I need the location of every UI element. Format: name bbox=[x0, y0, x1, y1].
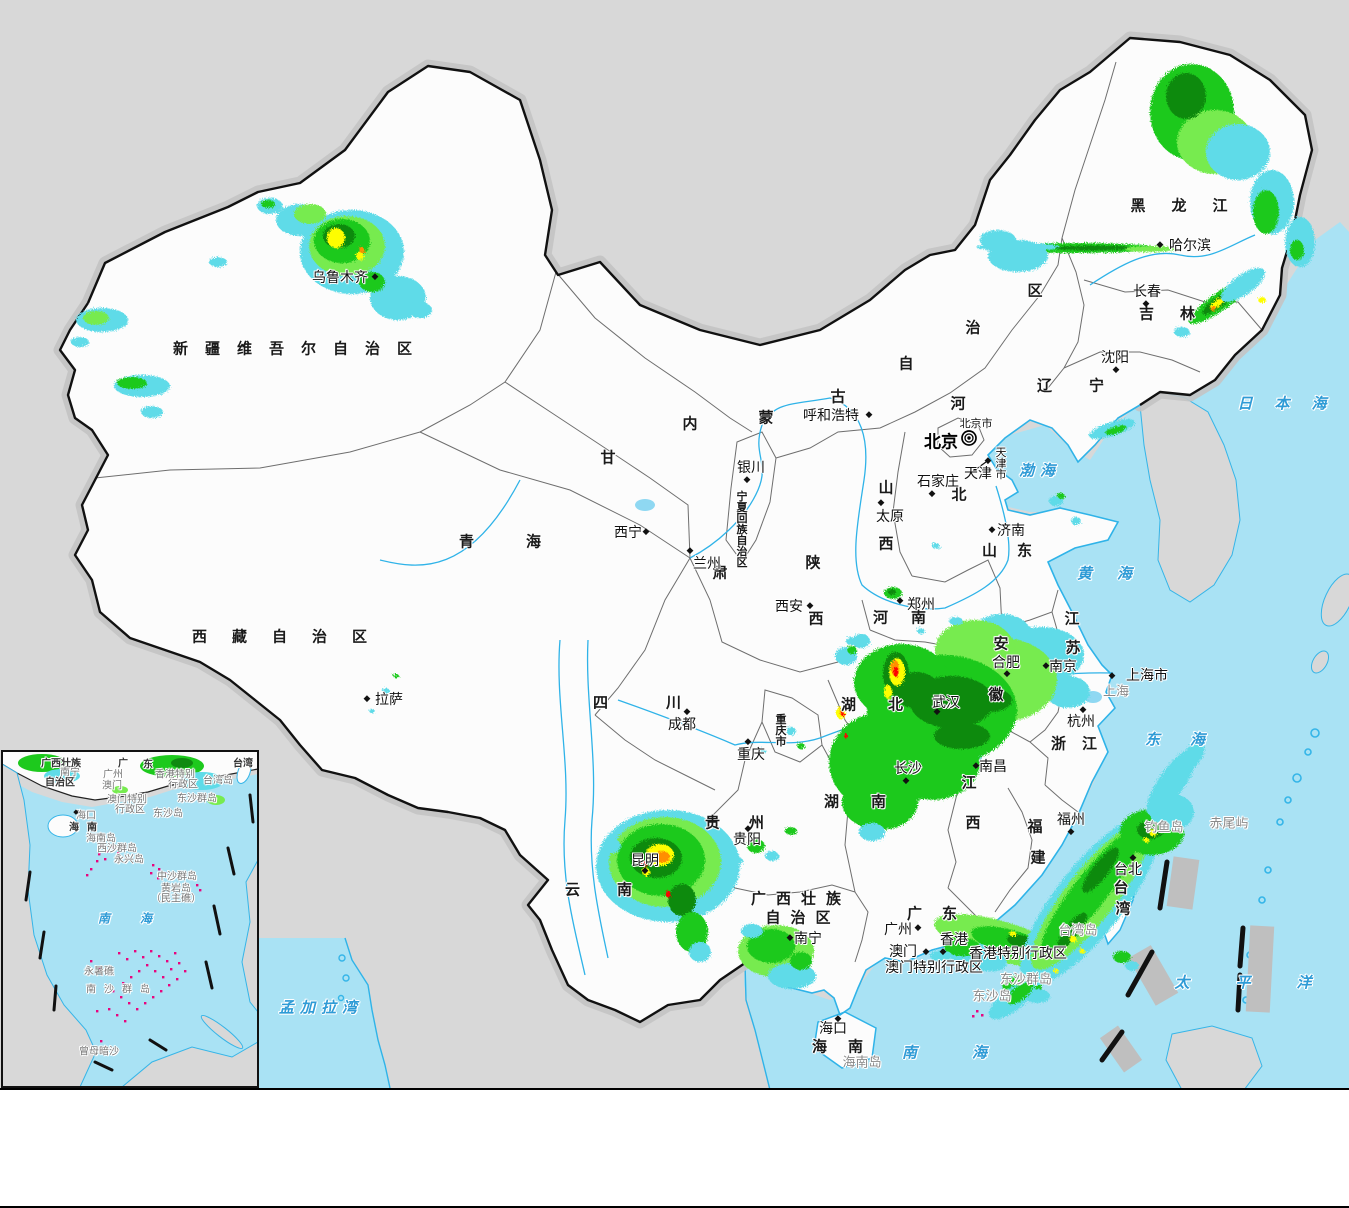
map-canvas bbox=[1, 31, 1349, 1088]
province-borders bbox=[94, 61, 1263, 963]
radar-echo-xinjiang bbox=[71, 198, 432, 418]
radar-echo-guizhou-guangxi bbox=[731, 827, 816, 989]
radar-echo-central-china bbox=[829, 587, 1090, 841]
inset-island-markers bbox=[86, 845, 202, 1049]
inset-radar-echoes bbox=[18, 754, 225, 805]
foreign-land bbox=[337, 391, 1349, 1088]
reef-markers bbox=[972, 1010, 984, 1018]
radar-echo-northeast bbox=[976, 64, 1315, 439]
radar-echo-yunnan bbox=[596, 810, 740, 962]
legend-panel: 全国雷达拼图 [2026-04-25 00:54:00] [ 组合反射率 ] d… bbox=[0, 1090, 1349, 1208]
hainan-island bbox=[813, 1011, 877, 1069]
radar-echo-taiwan-strait bbox=[988, 741, 1205, 1020]
coastline bbox=[744, 404, 1141, 1017]
inset-map bbox=[1, 750, 259, 1088]
inset-nine-dash-line bbox=[24, 793, 255, 1072]
tianjin-arrow bbox=[971, 461, 987, 473]
radar-echo-scattered bbox=[369, 468, 1081, 754]
radar-echo-layer bbox=[71, 64, 1315, 1020]
map-area: 新疆维吾尔自治区 西藏自治区 青海甘肃内蒙古自治区宁夏回族自治区陕西山西河北山东 河南… bbox=[0, 0, 1349, 1090]
nine-dash-line bbox=[1099, 856, 1275, 1073]
